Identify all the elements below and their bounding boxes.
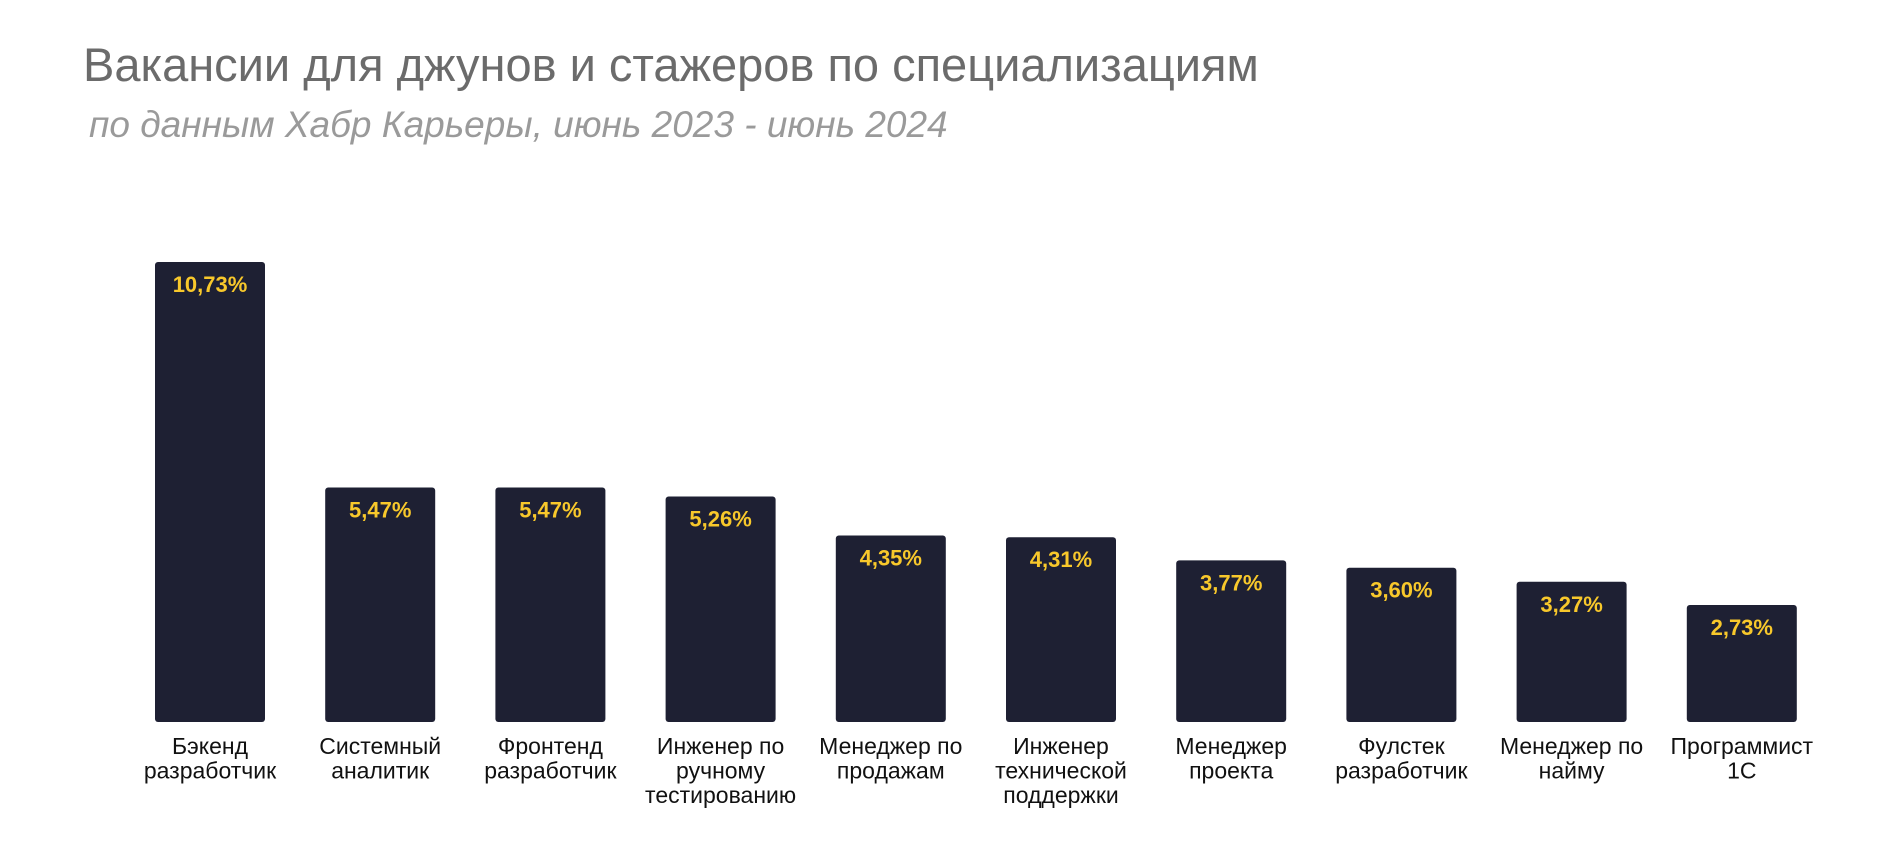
category-label: Системный аналитик	[319, 733, 441, 784]
category-label-line: технической	[995, 758, 1127, 784]
category-label-line: поддержки	[1003, 782, 1118, 808]
bar-2	[325, 487, 436, 722]
bar-7	[1176, 560, 1287, 722]
bar-value-label: 5,47%	[519, 498, 581, 523]
category-label-line: Фулстек	[1358, 733, 1445, 759]
category-label: Менеджер по найму	[1500, 733, 1643, 784]
category-label-line: проекта	[1189, 758, 1273, 784]
category-label-line: разработчик	[144, 758, 277, 784]
bar-value-label: 3,27%	[1540, 592, 1602, 617]
category-label: Фулстек разработчик	[1335, 733, 1468, 784]
bar-value-label: 2,73%	[1711, 615, 1773, 640]
bar-5	[835, 535, 946, 722]
category-label-line: Фронтенд	[498, 733, 604, 759]
category-label-line: Инженер по	[657, 733, 784, 759]
category-label-line: разработчик	[484, 758, 617, 784]
category-label-line: Менеджер	[1175, 733, 1287, 759]
category-label: Инженер по ручному тестированию	[645, 733, 796, 808]
category-label: Бэкенд разработчик	[144, 733, 277, 784]
bar-3	[495, 487, 606, 722]
category-label-line: Инженер	[1013, 733, 1109, 759]
category-label-line: тестированию	[645, 782, 796, 808]
category-label-line: разработчик	[1335, 758, 1468, 784]
category-label: Программист 1С	[1671, 733, 1814, 784]
category-label-line: Менеджер по	[819, 733, 962, 759]
bar-9	[1516, 581, 1627, 722]
chart-subtitle: по данным Хабр Карьеры, июнь 2023 - июнь…	[89, 104, 948, 145]
bar-value-label: 10,73%	[173, 272, 248, 297]
bars-layer	[155, 262, 1797, 722]
category-label-line: ручному	[676, 758, 766, 784]
bar-1	[155, 262, 265, 722]
category-label-line: Программист	[1671, 733, 1814, 759]
bar-6	[1006, 537, 1116, 722]
category-label-line: Системный	[319, 733, 441, 759]
bar-value-label: 3,77%	[1200, 570, 1262, 595]
category-label: Менеджер проекта	[1175, 733, 1287, 784]
bar-4	[665, 496, 776, 722]
category-label-line: Бэкенд	[172, 733, 249, 759]
category-label-line: Менеджер по	[1500, 733, 1643, 759]
value-labels-layer: 10,73% 5,47% 5,47% 5,26% 4,35% 4,31% 3,77% 3,60…	[173, 272, 1773, 640]
category-label: Менеджер по продажам	[819, 733, 962, 784]
category-label-line: продажам	[837, 758, 945, 784]
bar-value-label: 4,35%	[860, 546, 922, 571]
category-label: Инженер технической поддержки	[995, 733, 1127, 808]
bar-8	[1346, 567, 1457, 722]
category-label-line: аналитик	[331, 758, 430, 784]
bar-10	[1686, 605, 1797, 722]
category-label-line: 1С	[1727, 758, 1756, 784]
bar-value-label: 5,47%	[349, 498, 411, 523]
bar-value-label: 5,26%	[689, 507, 751, 532]
category-label-line: найму	[1539, 758, 1605, 784]
bar-value-label: 4,31%	[1030, 547, 1092, 572]
bar-value-label: 3,60%	[1370, 578, 1432, 603]
chart-title: Вакансии для джунов и стажеров по специа…	[83, 38, 1259, 91]
category-label: Фронтенд разработчик	[484, 733, 617, 784]
